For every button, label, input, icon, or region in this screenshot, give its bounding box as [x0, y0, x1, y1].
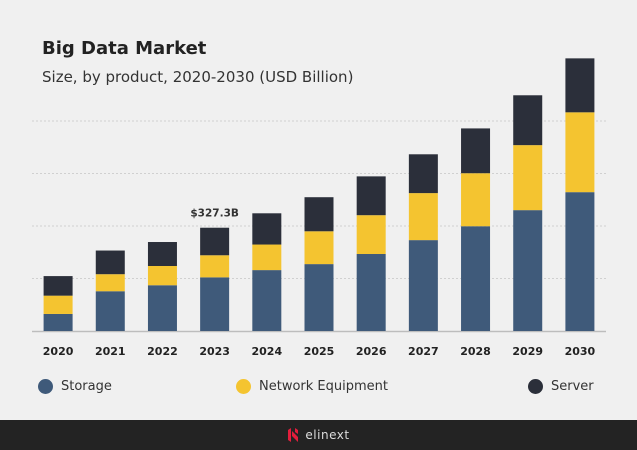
- x-tick-label: 2027: [408, 345, 439, 358]
- bar-network-equipment-2020: [43, 295, 73, 314]
- x-tick-label: 2024: [252, 345, 283, 358]
- chart-title: Big Data Market: [42, 38, 207, 59]
- bar-storage-2023: [200, 277, 230, 331]
- bar-server-2029: [513, 95, 543, 146]
- elinext-logo-icon: [288, 428, 299, 442]
- bar-network-equipment-2028: [461, 173, 491, 227]
- bar-network-equipment-2026: [356, 215, 386, 255]
- data-label-2023: $327.3B: [190, 208, 239, 220]
- bar-storage-2024: [252, 270, 282, 331]
- bar-storage-2021: [95, 291, 125, 331]
- legend-label-network-equipment: Network Equipment: [259, 379, 388, 394]
- x-tick-label: 2030: [565, 345, 596, 358]
- bar-server-2026: [356, 176, 386, 216]
- bar-server-2030: [565, 58, 595, 113]
- legend-item-server: Server: [528, 379, 594, 394]
- brand-logo-text: elinext: [305, 428, 350, 442]
- legend-label-server: Server: [551, 379, 594, 394]
- bar-server-2025: [304, 197, 334, 232]
- bar-network-equipment-2022: [147, 265, 177, 286]
- bar-storage-2028: [461, 226, 491, 331]
- legend-item-storage: Storage: [38, 379, 112, 394]
- bar-network-equipment-2024: [252, 244, 282, 271]
- legend-swatch-storage: [38, 379, 53, 394]
- legend-item-network-equipment: Network Equipment: [236, 379, 388, 394]
- x-tick-label: 2020: [43, 345, 74, 358]
- bar-server-2028: [461, 128, 491, 174]
- x-tick-label: 2025: [304, 345, 335, 358]
- bar-storage-2030: [565, 192, 595, 331]
- bar-server-2024: [252, 213, 282, 245]
- bar-server-2020: [43, 276, 73, 296]
- stacked-bar-chart: 2020 2021 2022 2023 $327.3B 2024 2025 2026 2027 2…: [32, 58, 606, 358]
- legend-swatch-server: [528, 379, 543, 394]
- bar-storage-2027: [408, 240, 438, 331]
- bar-server-2027: [408, 154, 438, 194]
- bar-server-2023: [200, 227, 230, 256]
- bar-storage-2026: [356, 254, 386, 331]
- bar-network-equipment-2030: [565, 112, 595, 193]
- footer-bar: elinext: [0, 420, 637, 450]
- bar-storage-2020: [43, 313, 73, 331]
- chart-subtitle: Size, by product, 2020-2030 (USD Billion…: [42, 68, 354, 86]
- x-tick-label: 2029: [512, 345, 543, 358]
- x-tick-label: 2028: [460, 345, 491, 358]
- bar-network-equipment-2025: [304, 231, 334, 265]
- bar-server-2021: [95, 250, 125, 275]
- bar-network-equipment-2027: [408, 193, 438, 241]
- bar-network-equipment-2029: [513, 145, 543, 211]
- legend-label-storage: Storage: [61, 379, 112, 394]
- x-tick-label: 2021: [95, 345, 126, 358]
- legend-swatch-network-equipment: [236, 379, 251, 394]
- bar-storage-2022: [147, 285, 177, 331]
- x-tick-label: 2023: [199, 345, 230, 358]
- bar-storage-2025: [304, 264, 334, 331]
- bar-network-equipment-2021: [95, 274, 125, 292]
- bar-server-2022: [147, 242, 177, 266]
- bar-network-equipment-2023: [200, 255, 230, 278]
- x-tick-label: 2022: [147, 345, 178, 358]
- bar-storage-2029: [513, 210, 543, 331]
- x-tick-label: 2026: [356, 345, 387, 358]
